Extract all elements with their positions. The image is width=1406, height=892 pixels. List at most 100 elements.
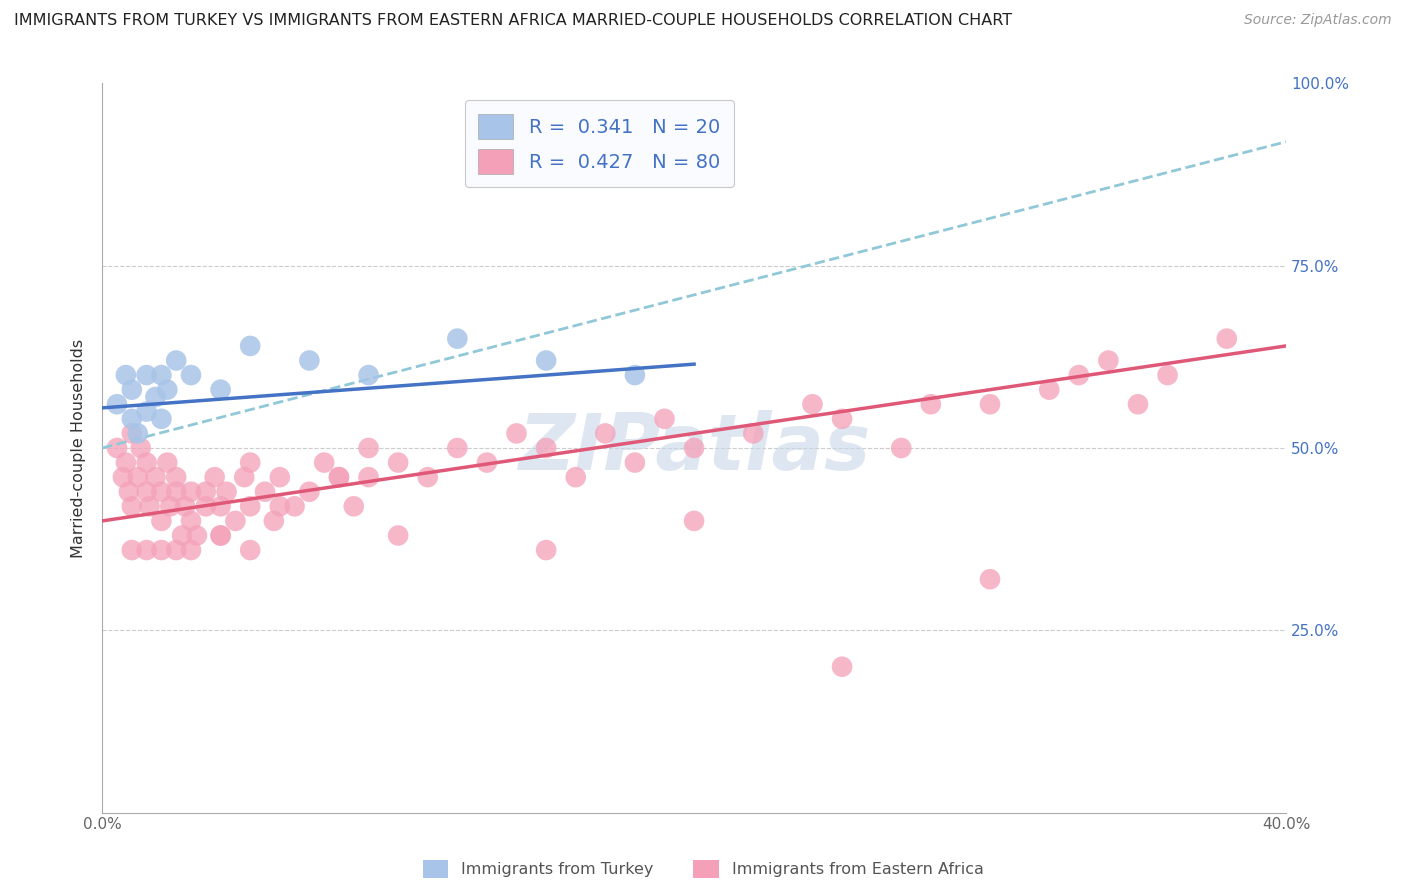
Point bbox=[328, 470, 350, 484]
Text: Source: ZipAtlas.com: Source: ZipAtlas.com bbox=[1244, 13, 1392, 28]
Point bbox=[239, 339, 262, 353]
Point bbox=[534, 543, 557, 558]
Point bbox=[343, 500, 366, 514]
Point bbox=[209, 500, 232, 514]
Point bbox=[135, 484, 157, 499]
Point bbox=[387, 528, 409, 542]
Point bbox=[209, 528, 232, 542]
Point bbox=[159, 500, 181, 514]
Point bbox=[253, 484, 276, 499]
Point bbox=[683, 441, 706, 455]
Point bbox=[284, 500, 307, 514]
Point bbox=[890, 441, 912, 455]
Point bbox=[624, 368, 647, 382]
Point bbox=[269, 470, 291, 484]
Point bbox=[446, 332, 468, 346]
Point bbox=[156, 383, 179, 397]
Point bbox=[742, 426, 765, 441]
Point bbox=[387, 456, 409, 470]
Point bbox=[135, 368, 157, 382]
Point bbox=[186, 528, 208, 542]
Point bbox=[204, 470, 226, 484]
Point bbox=[416, 470, 439, 484]
Point bbox=[475, 456, 498, 470]
Point bbox=[115, 368, 138, 382]
Point bbox=[654, 412, 676, 426]
Y-axis label: Married-couple Households: Married-couple Households bbox=[72, 338, 86, 558]
Point bbox=[150, 368, 173, 382]
Point bbox=[118, 484, 141, 499]
Point bbox=[135, 404, 157, 418]
Point bbox=[534, 353, 557, 368]
Point bbox=[150, 412, 173, 426]
Point bbox=[165, 543, 187, 558]
Point bbox=[595, 426, 617, 441]
Point bbox=[121, 543, 143, 558]
Point bbox=[357, 368, 380, 382]
Point bbox=[979, 572, 1001, 586]
Point bbox=[111, 470, 134, 484]
Point bbox=[505, 426, 527, 441]
Point bbox=[180, 484, 202, 499]
Point bbox=[135, 456, 157, 470]
Point bbox=[1038, 383, 1060, 397]
Point bbox=[328, 470, 350, 484]
Point bbox=[150, 484, 173, 499]
Text: ZIPatlas: ZIPatlas bbox=[517, 410, 870, 486]
Point bbox=[831, 412, 853, 426]
Point bbox=[1097, 353, 1119, 368]
Point bbox=[263, 514, 285, 528]
Point bbox=[135, 543, 157, 558]
Point bbox=[121, 412, 143, 426]
Point bbox=[180, 368, 202, 382]
Point bbox=[156, 456, 179, 470]
Point bbox=[298, 353, 321, 368]
Point bbox=[127, 426, 149, 441]
Point bbox=[174, 500, 197, 514]
Point bbox=[165, 484, 187, 499]
Point bbox=[233, 470, 256, 484]
Point bbox=[224, 514, 246, 528]
Point bbox=[269, 500, 291, 514]
Point bbox=[209, 383, 232, 397]
Point bbox=[121, 500, 143, 514]
Text: IMMIGRANTS FROM TURKEY VS IMMIGRANTS FROM EASTERN AFRICA MARRIED-COUPLE HOUSEHOL: IMMIGRANTS FROM TURKEY VS IMMIGRANTS FRO… bbox=[14, 13, 1012, 29]
Point bbox=[314, 456, 336, 470]
Point bbox=[1067, 368, 1090, 382]
Point bbox=[298, 484, 321, 499]
Point bbox=[194, 484, 217, 499]
Point bbox=[357, 441, 380, 455]
Point bbox=[239, 456, 262, 470]
Point bbox=[1126, 397, 1149, 411]
Point bbox=[165, 353, 187, 368]
Point bbox=[1156, 368, 1178, 382]
Legend: R =  0.341   N = 20, R =  0.427   N = 80: R = 0.341 N = 20, R = 0.427 N = 80 bbox=[465, 101, 734, 187]
Point bbox=[138, 500, 160, 514]
Point bbox=[194, 500, 217, 514]
Point bbox=[127, 470, 149, 484]
Point bbox=[115, 456, 138, 470]
Point bbox=[239, 500, 262, 514]
Point bbox=[446, 441, 468, 455]
Point bbox=[801, 397, 824, 411]
Point bbox=[1216, 332, 1239, 346]
Point bbox=[145, 470, 167, 484]
Point bbox=[357, 470, 380, 484]
Point bbox=[105, 441, 128, 455]
Point bbox=[105, 397, 128, 411]
Point bbox=[920, 397, 942, 411]
Point bbox=[534, 441, 557, 455]
Point bbox=[564, 470, 586, 484]
Legend: Immigrants from Turkey, Immigrants from Eastern Africa: Immigrants from Turkey, Immigrants from … bbox=[416, 854, 990, 884]
Point bbox=[239, 543, 262, 558]
Point bbox=[979, 397, 1001, 411]
Point bbox=[129, 441, 152, 455]
Point bbox=[624, 456, 647, 470]
Point bbox=[180, 543, 202, 558]
Point bbox=[683, 514, 706, 528]
Point bbox=[172, 528, 194, 542]
Point bbox=[165, 470, 187, 484]
Point bbox=[209, 528, 232, 542]
Point bbox=[150, 543, 173, 558]
Point bbox=[121, 426, 143, 441]
